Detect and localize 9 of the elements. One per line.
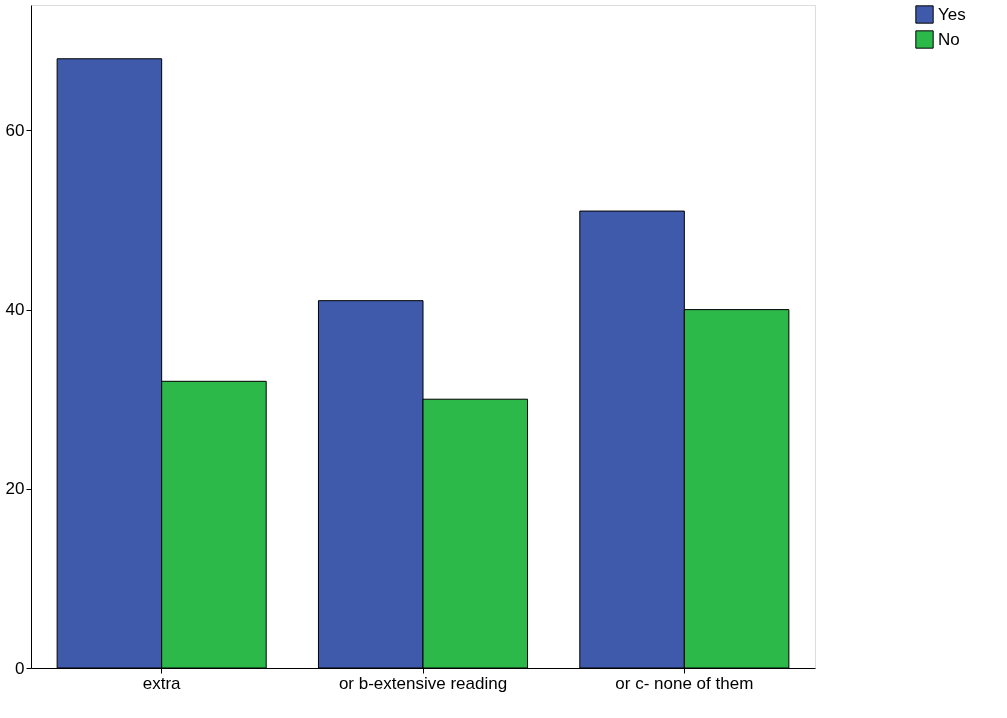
y-tick-label: 20 <box>5 479 25 499</box>
x-tick-label: extra <box>142 673 182 693</box>
y-tick-label: 40 <box>5 300 25 320</box>
legend-label: Yes <box>938 4 966 24</box>
x-tick-label: or c- none of them <box>615 673 754 693</box>
x-tick-label: or b-extensive reading <box>338 673 508 693</box>
legend-label: No <box>938 29 960 49</box>
y-tick-label: 60 <box>5 120 25 140</box>
y-tick-label: 0 <box>15 658 25 678</box>
